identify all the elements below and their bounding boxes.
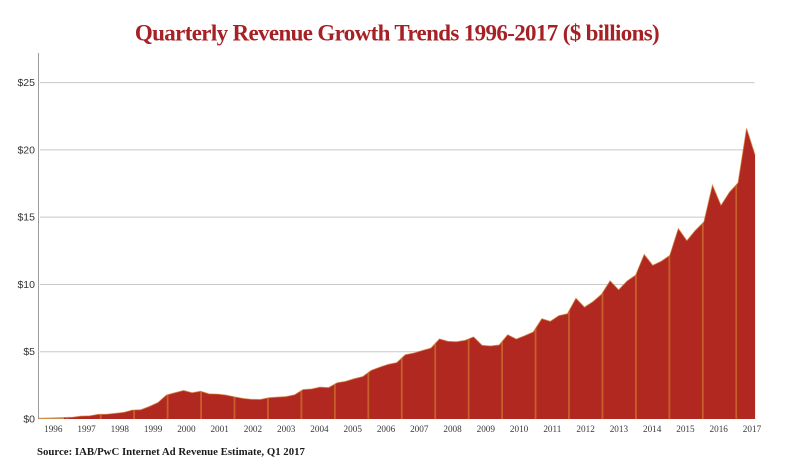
svg-text:1996: 1996 [44,424,63,434]
svg-text:$25: $25 [17,77,35,89]
svg-text:2011: 2011 [543,424,561,434]
svg-text:$10: $10 [17,279,35,291]
svg-text:2007: 2007 [410,424,429,434]
svg-text:2013: 2013 [610,424,629,434]
svg-text:$5: $5 [23,346,35,358]
svg-text:2006: 2006 [377,424,396,434]
svg-text:2010: 2010 [510,424,529,434]
svg-text:2005: 2005 [344,424,363,434]
svg-text:2012: 2012 [576,424,595,434]
svg-text:Source: IAB/PwC Internet Ad Re: Source: IAB/PwC Internet Ad Revenue Esti… [37,446,306,458]
svg-text:2017: 2017 [743,424,762,434]
svg-text:$20: $20 [17,144,35,156]
svg-text:2003: 2003 [277,424,296,434]
svg-text:2000: 2000 [177,424,196,434]
svg-text:2015: 2015 [676,424,695,434]
svg-text:2009: 2009 [477,424,496,434]
svg-text:$15: $15 [17,212,35,224]
svg-text:2002: 2002 [244,424,263,434]
svg-text:2014: 2014 [643,424,662,434]
svg-text:2001: 2001 [210,424,229,434]
svg-text:2008: 2008 [443,424,462,434]
svg-text:1997: 1997 [77,424,96,434]
svg-text:1998: 1998 [111,424,130,434]
svg-text:1999: 1999 [144,424,163,434]
svg-text:Quarterly Revenue Growth Trend: Quarterly Revenue Growth Trends 1996-201… [135,21,659,46]
svg-text:2004: 2004 [310,424,329,434]
svg-text:2016: 2016 [710,424,729,434]
svg-text:$0: $0 [23,414,35,426]
